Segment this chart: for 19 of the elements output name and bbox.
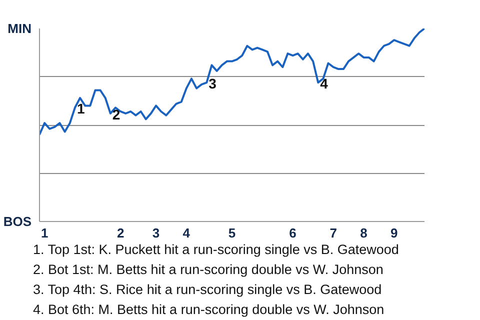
x-tick-label: 3 <box>152 226 160 240</box>
x-tick-label: 1 <box>40 226 48 240</box>
text: 4. Bot 6th: M. Betts hit a run-scoring double vs W. Johnson <box>33 301 386 319</box>
x-tick-label: 6 <box>289 226 296 240</box>
text: MIN <box>8 21 32 36</box>
annotation: 1 <box>76 100 85 117</box>
x-tick-label: 4 <box>182 226 191 240</box>
annotation: 2 <box>112 106 120 122</box>
text: 2. Bot 1st: M. Betts hit a run-scoring double vs W. Johnson <box>33 261 384 279</box>
x-tick-label: 9 <box>390 226 398 240</box>
annotation: 4 <box>320 76 328 92</box>
x-tick-label: 5 <box>228 226 236 240</box>
x-tick-label: 8 <box>360 226 368 240</box>
x-tick-label: 7 <box>330 226 337 240</box>
text: 1. Top 1st: K. Puckett hit a run-scoring single vs B. Gatewood <box>33 241 399 259</box>
text: BOS <box>3 214 32 229</box>
annotation: 3 <box>208 76 217 92</box>
x-tick-label: 2 <box>116 226 124 240</box>
text: 3. Top 4th: S. Rice hit a run-scoring single vs B. Gatewood <box>33 281 383 299</box>
